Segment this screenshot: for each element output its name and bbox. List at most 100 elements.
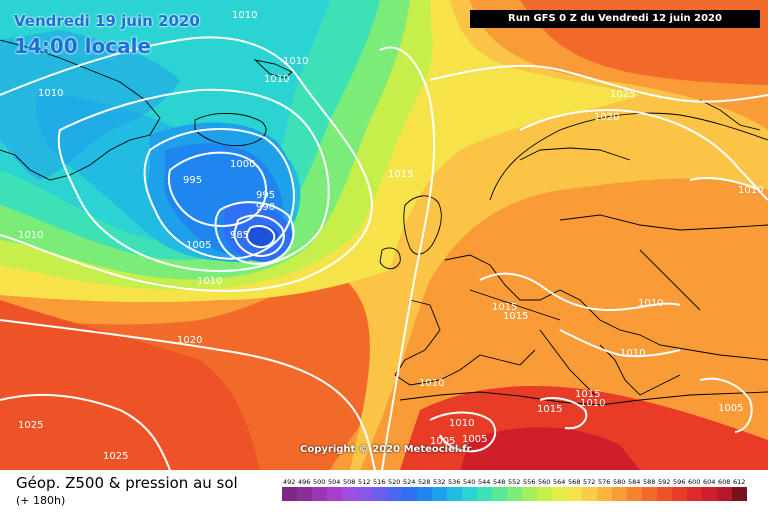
scale-tick-label: 600 <box>688 478 700 486</box>
scale-tick-label: 584 <box>628 478 640 486</box>
pressure-map: 1010 1010 1010 1010 1000 995 995 990 985… <box>0 0 768 470</box>
isobar-label: 995 <box>256 190 275 201</box>
legend-bar: Géop. Z500 & pression au sol (+ 180h) 49… <box>0 470 768 512</box>
scale-tick-label: 556 <box>523 478 535 486</box>
scale-tick-label: 536 <box>448 478 460 486</box>
isobar-label: 985 <box>230 230 249 241</box>
isobar-label: 1000 <box>230 159 255 170</box>
scale-swatch <box>507 487 522 501</box>
scale-tick-label: 540 <box>463 478 475 486</box>
legend-subtitle: (+ 180h) <box>16 494 66 507</box>
isobar-label: 1015 <box>575 389 600 400</box>
isobar-label: 1010 <box>197 276 222 287</box>
isobar-label: 1010 <box>580 398 605 409</box>
scale-swatch <box>357 487 372 501</box>
scale-tick-label: 560 <box>538 478 550 486</box>
isobar-label: 1010 <box>620 348 645 359</box>
run-info-box: Run GFS 0 Z du Vendredi 12 juin 2020 <box>470 10 760 28</box>
scale-tick-label: 520 <box>388 478 400 486</box>
scale-swatch <box>402 487 417 501</box>
scale-swatch <box>537 487 552 501</box>
scale-swatch <box>717 487 732 501</box>
scale-tick-label: 568 <box>568 478 580 486</box>
isobar-label: 1010 <box>738 185 763 196</box>
isobar-label: 1005 <box>462 434 487 445</box>
scale-tick-label: 552 <box>508 478 520 486</box>
scale-tick-label: 492 <box>283 478 295 486</box>
isobar-label: 1010 <box>232 10 257 21</box>
scale-tick-label: 548 <box>493 478 505 486</box>
isobar-label: 1010 <box>283 56 308 67</box>
scale-swatch <box>492 487 507 501</box>
isobar-label: 1010 <box>449 418 474 429</box>
scale-tick-label: 496 <box>298 478 310 486</box>
isobar-label: 1025 <box>103 451 128 462</box>
scale-swatch <box>672 487 687 501</box>
scale-swatch <box>327 487 342 501</box>
isobar-label: 995 <box>183 175 202 186</box>
coastlines <box>0 39 768 406</box>
isobar-label: 1015 <box>492 302 517 313</box>
scale-swatch <box>657 487 672 501</box>
isobar-label: 1015 <box>503 311 528 322</box>
scale-swatch <box>342 487 357 501</box>
scale-tick-label: 588 <box>643 478 655 486</box>
scale-swatch <box>297 487 312 501</box>
scale-swatch <box>642 487 657 501</box>
scale-swatch <box>552 487 567 501</box>
scale-tick-label: 516 <box>373 478 385 486</box>
scale-tick-label: 504 <box>328 478 340 486</box>
isobar-label: 990 <box>256 202 275 213</box>
isobar-label: 1025 <box>18 420 43 431</box>
scale-swatch <box>522 487 537 501</box>
isobar-label: 1025 <box>610 89 635 100</box>
isobar-label: 1010 <box>264 74 289 85</box>
isobar-label: 1010 <box>638 298 663 309</box>
isobar-label: 1010 <box>419 378 444 389</box>
scale-swatch <box>702 487 717 501</box>
color-scale: 492 496 500 504 508 512 516 520 524 528 532 536 540 5… <box>282 478 747 501</box>
scale-swatch <box>312 487 327 501</box>
scale-tick-label: 528 <box>418 478 430 486</box>
forecast-time: 14:00 locale <box>14 34 151 58</box>
scale-swatch <box>612 487 627 501</box>
scale-tick-label: 604 <box>703 478 715 486</box>
scale-swatch <box>447 487 462 501</box>
isobar-label: 1020 <box>594 112 619 123</box>
scale-tick-label: 572 <box>583 478 595 486</box>
scale-swatch <box>432 487 447 501</box>
scale-tick-label: 596 <box>673 478 685 486</box>
isobar-label: 1005 <box>430 436 455 447</box>
scale-tick-label: 544 <box>478 478 490 486</box>
isobars <box>0 36 768 470</box>
scale-swatch <box>627 487 642 501</box>
copyright-text: Copyright © 2020 Meteociel.fr <box>300 444 472 455</box>
scale-tick-label: 576 <box>598 478 610 486</box>
scale-swatch <box>282 487 297 501</box>
scale-tick-label: 532 <box>433 478 445 486</box>
scale-tick-label: 580 <box>613 478 625 486</box>
isobar-label: 1005 <box>718 403 743 414</box>
scale-swatch <box>387 487 402 501</box>
scale-swatch <box>462 487 477 501</box>
scale-tick-label: 512 <box>358 478 370 486</box>
legend-title: Géop. Z500 & pression au sol <box>16 474 238 492</box>
scale-swatch <box>417 487 432 501</box>
scale-swatch <box>687 487 702 501</box>
scale-tick-label: 608 <box>718 478 730 486</box>
scale-swatch <box>597 487 612 501</box>
scale-tick-label: 500 <box>313 478 325 486</box>
scale-tick-label: 612 <box>733 478 745 486</box>
scale-swatch <box>582 487 597 501</box>
isobar-label: 1015 <box>388 169 413 180</box>
isobar-labels: 1010 1010 1010 1010 1000 995 995 990 985… <box>18 10 763 462</box>
scale-swatch <box>567 487 582 501</box>
isobar-label: 1010 <box>38 88 63 99</box>
isobar-label: 1020 <box>177 335 202 346</box>
forecast-date: Vendredi 19 juin 2020 <box>14 12 200 30</box>
scale-swatch <box>372 487 387 501</box>
scale-tick-label: 508 <box>343 478 355 486</box>
scale-tick-label: 592 <box>658 478 670 486</box>
scale-tick-label: 524 <box>403 478 415 486</box>
